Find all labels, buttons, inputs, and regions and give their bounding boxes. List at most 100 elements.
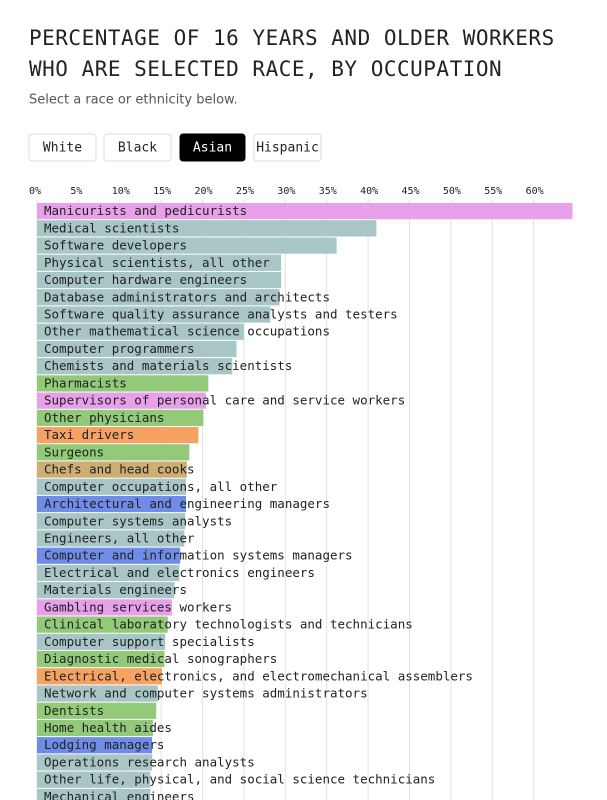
bar — [37, 582, 175, 599]
category-label: Medical scientists — [44, 220, 179, 235]
x-tick-label: 50% — [443, 186, 461, 197]
bar — [37, 340, 237, 358]
category-label: Gambling services workers — [44, 599, 232, 614]
x-tick-label: 10% — [112, 186, 130, 197]
race-button[interactable]: Asian — [179, 133, 246, 162]
bar — [37, 599, 172, 616]
bar — [37, 495, 186, 513]
bar — [37, 203, 573, 220]
x-tick-label: 35% — [319, 186, 337, 197]
category-label: Surgeons — [44, 444, 104, 459]
race-button[interactable]: Black — [103, 133, 172, 162]
button-label: Hispanic — [256, 141, 319, 156]
category-label: Dentists — [44, 703, 104, 718]
category-label: Engineers, all other — [44, 530, 195, 545]
bar — [37, 685, 158, 702]
category-label: Electrical, electronics, and electromech… — [44, 668, 473, 683]
category-label: Other mathematical science occupations — [44, 324, 330, 339]
bar — [37, 392, 206, 409]
bar — [37, 513, 186, 530]
chart-title: PERCENTAGE OF 16 YEARS AND OLDER WORKERS — [29, 26, 555, 50]
category-label: Network and computer systems administrat… — [44, 686, 368, 701]
category-label: Manicurists and pedicurists — [44, 203, 247, 218]
category-label: Clinical laboratory technologists and te… — [44, 617, 413, 632]
bar — [37, 289, 280, 306]
bar — [37, 426, 199, 444]
bar — [37, 668, 162, 685]
bars — [37, 203, 573, 800]
category-label: Software quality assurance analysts and … — [44, 306, 398, 321]
category-label: Database administrators and architects — [44, 289, 330, 304]
category-label: Mechanical engineers — [44, 789, 195, 800]
button-bg — [28, 133, 97, 162]
bar — [37, 719, 153, 737]
category-label: Operations research analysts — [44, 754, 255, 769]
category-label: Computer occupations, all other — [44, 479, 278, 494]
category-label: Diagnostic medical sonographers — [44, 651, 277, 666]
bar — [37, 237, 337, 254]
bar — [37, 616, 168, 633]
category-label: Pharmacists — [44, 375, 127, 390]
bar — [37, 650, 165, 668]
x-tick-label: 40% — [360, 186, 378, 197]
chart-title: WHO ARE SELECTED RACE, BY OCCUPATION — [29, 57, 502, 81]
category-label: Other life, physical, and social science… — [44, 772, 435, 787]
bar — [37, 564, 180, 582]
category-label: Lodging managers — [44, 737, 164, 752]
category-label: Chefs and head cooks — [44, 462, 195, 477]
x-tick-label: 20% — [195, 186, 213, 197]
category-label: Supervisors of personal care and service… — [44, 393, 405, 408]
category-label: Computer and information systems manager… — [44, 548, 353, 563]
category-label: Chemists and materials scientists — [44, 358, 292, 373]
x-tick-label: 30% — [277, 186, 295, 197]
bar — [37, 220, 377, 237]
category-label: Software developers — [44, 238, 187, 253]
bar — [37, 461, 187, 478]
button-bg — [179, 133, 246, 162]
bar — [37, 771, 151, 788]
bar — [37, 444, 190, 461]
bar — [37, 306, 271, 323]
button-label: White — [43, 141, 82, 156]
bar — [37, 547, 181, 564]
x-tick-label: 5% — [70, 186, 82, 197]
bar — [37, 754, 153, 771]
category-label: Computer programmers — [44, 341, 195, 356]
button-label: Black — [118, 141, 157, 156]
race-button[interactable]: White — [28, 133, 97, 162]
button-bg — [103, 133, 172, 162]
bar — [37, 530, 185, 547]
bar — [37, 702, 157, 719]
x-tick-label: 55% — [484, 186, 502, 197]
button-bg — [253, 133, 322, 162]
x-tick-label: 0% — [29, 186, 41, 197]
bar — [37, 375, 209, 392]
x-tick-label: 15% — [153, 186, 171, 197]
category-label: Computer systems analysts — [44, 513, 232, 528]
bar — [37, 633, 166, 650]
category-label: Architectural and engineering managers — [44, 496, 330, 511]
bar — [37, 788, 151, 800]
category-label: Physical scientists, all other — [44, 255, 270, 270]
bar — [37, 254, 282, 271]
bar — [37, 737, 153, 754]
bar — [37, 323, 244, 340]
bar — [37, 358, 233, 375]
bar — [37, 409, 204, 426]
button-label: Asian — [193, 141, 232, 156]
category-label: Computer hardware engineers — [44, 272, 247, 287]
subtitle: Select a race or ethnicity below. — [29, 93, 238, 108]
x-tick-label: 45% — [401, 186, 419, 197]
category-label: Home health aides — [44, 720, 172, 735]
category-label: Materials engineers — [44, 582, 187, 597]
category-label: Electrical and electronics engineers — [44, 565, 315, 580]
category-label: Computer support specialists — [44, 634, 255, 649]
category-label: Taxi drivers — [44, 427, 134, 442]
race-button[interactable]: Hispanic — [253, 133, 322, 162]
x-tick-label: 25% — [236, 186, 254, 197]
x-tick-label: 60% — [526, 186, 544, 197]
bar — [37, 271, 282, 289]
bar — [37, 478, 186, 495]
